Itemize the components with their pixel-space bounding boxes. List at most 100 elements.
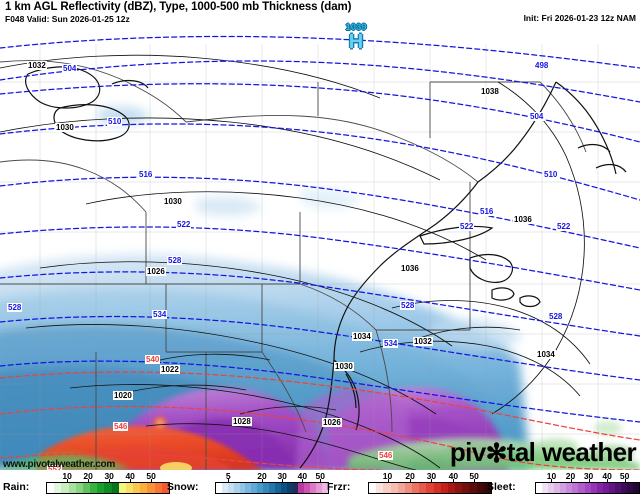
contour-label-522: 522 xyxy=(556,222,572,231)
legend-frzr: Frzr: 10 20 30 40 50 xyxy=(327,470,492,494)
thickness-510 xyxy=(0,123,640,201)
legend-swatch xyxy=(390,483,398,493)
thickness-540 xyxy=(0,371,640,441)
legend-swatch xyxy=(633,483,640,493)
contour-label-1030: 1030 xyxy=(55,123,75,132)
contour-label-528: 528 xyxy=(167,256,183,265)
legend-swatch xyxy=(292,483,299,493)
legend-swatch xyxy=(251,483,258,493)
legend-tick-mark xyxy=(410,479,412,482)
contour-label-552: 552 xyxy=(47,465,63,470)
map-canvas[interactable]: 504 1032 510 1030 516 1030 522 528 1026 528 534 540… xyxy=(0,22,640,470)
contour-label-1032: 1032 xyxy=(413,337,433,346)
legend-tick-label: 50 xyxy=(619,471,630,481)
legend-swatch xyxy=(133,483,141,493)
legend-ticks-snow: 5 20 30 40 50 xyxy=(215,470,327,482)
legend-swatch xyxy=(125,483,134,493)
legend-tick-label: 10 xyxy=(382,471,393,481)
legend-swatch xyxy=(68,483,76,493)
star-icon: ✻ xyxy=(485,438,508,468)
legend-tick-mark xyxy=(262,479,264,482)
legend-swatch xyxy=(426,483,434,493)
legend-tick-label: 10 xyxy=(62,471,72,481)
contour-label-522: 522 xyxy=(459,222,475,231)
legend-colorramp-frzr[interactable] xyxy=(368,482,492,494)
thickness-504 xyxy=(0,60,640,103)
legend-tick-mark xyxy=(431,479,433,482)
site-url-watermark: www.pivotalweather.com xyxy=(3,459,115,470)
legend-swatch xyxy=(548,483,555,493)
legend-tick-mark xyxy=(453,479,455,482)
legend-swatch xyxy=(298,483,305,493)
legend-swatch xyxy=(376,483,384,493)
valid-time-label: F048 Valid: Sun 2026-01-25 12z xyxy=(5,14,130,24)
legend-swatch xyxy=(263,483,270,493)
legend-swatch xyxy=(483,483,491,493)
legend-tick-mark xyxy=(607,479,609,482)
legend-tick-mark xyxy=(109,479,111,482)
legend-swatch xyxy=(536,483,543,493)
contour-label-510: 510 xyxy=(107,117,123,126)
legend-colorramp-snow[interactable] xyxy=(215,482,329,494)
legend-swatch xyxy=(566,483,573,493)
legend-swatch xyxy=(412,483,420,493)
legend-tick-mark xyxy=(474,479,476,482)
legend-tick-mark xyxy=(320,479,322,482)
legend-ticks-rain: 10 20 30 40 50 xyxy=(46,470,168,482)
legend-tick-label: 50 xyxy=(315,471,325,481)
contour-label-1022: 1022 xyxy=(160,365,180,374)
legend-ticks-frzr: 10 20 30 40 50 xyxy=(368,470,490,482)
legend-caption-frzr: Frzr: xyxy=(327,481,351,493)
legend-tick-label: 10 xyxy=(546,471,557,481)
legend-tick-label: 50 xyxy=(146,471,156,481)
legend-tick-label: 30 xyxy=(277,471,287,481)
thickness-522 xyxy=(0,226,640,291)
contour-label-528: 528 xyxy=(7,303,23,312)
legend-tick-label: 20 xyxy=(405,471,415,481)
legend-colorramp-rain[interactable] xyxy=(46,482,170,494)
thickness-552 xyxy=(0,453,381,470)
legend-tick-label: 20 xyxy=(257,471,267,481)
legend-tick-label: 40 xyxy=(448,471,459,481)
legend-swatch xyxy=(476,483,484,493)
legend-ticks-sleet: 10 20 30 40 50 xyxy=(535,470,638,482)
contour-label-504: 504 xyxy=(529,112,545,121)
legend-caption-snow: Snow: xyxy=(167,481,199,493)
legend-swatch xyxy=(245,483,252,493)
contour-label-1026: 1026 xyxy=(322,418,342,427)
legend-swatch xyxy=(626,483,633,493)
legend-swatch xyxy=(82,483,91,493)
legend-tick-label: 40 xyxy=(125,471,135,481)
legend-swatch xyxy=(97,483,105,493)
contour-label-1020: 1020 xyxy=(113,391,133,400)
thickness-528 xyxy=(0,271,640,337)
high-pressure-value: 1039 xyxy=(345,22,367,33)
contour-label-498: 498 xyxy=(534,61,550,70)
legend-swatch xyxy=(221,483,228,493)
legend-tick-label: 5 xyxy=(225,471,231,481)
legend-swatch xyxy=(54,483,62,493)
legend-tick-label: 40 xyxy=(602,471,612,481)
thickness-546 xyxy=(0,405,640,470)
legend-caption-sleet: Sleet: xyxy=(487,481,516,493)
thickness-534 xyxy=(0,360,640,423)
legend-tick-label: 30 xyxy=(583,471,594,481)
legend-swatch xyxy=(316,483,323,493)
high-pressure-marker: 1039 H xyxy=(334,22,378,52)
thickness-contours-warm xyxy=(0,371,640,470)
rain-reflectivity-field xyxy=(0,421,640,470)
contour-label-528: 528 xyxy=(548,312,564,321)
contour-label-546: 546 xyxy=(113,422,129,431)
contour-label-540: 540 xyxy=(145,355,161,364)
contour-label-516: 516 xyxy=(138,170,154,179)
legend-swatch xyxy=(447,483,456,493)
legend-swatch xyxy=(596,483,603,493)
legend-colorramp-sleet[interactable] xyxy=(535,482,640,494)
legend-tick-mark xyxy=(88,479,90,482)
legend-swatch xyxy=(310,483,317,493)
legend-caption-rain: Rain: xyxy=(3,481,30,493)
legend-swatch xyxy=(47,483,55,493)
legend-tick-mark xyxy=(228,479,230,482)
legend-tick-label: 30 xyxy=(104,471,114,481)
legend-tick-mark xyxy=(624,479,626,482)
